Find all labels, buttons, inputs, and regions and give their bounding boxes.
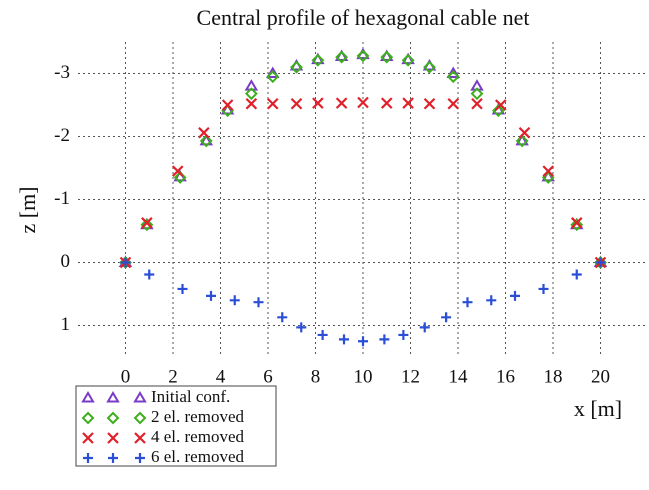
marker (140, 218, 154, 232)
y-tick-label: -2 (54, 125, 70, 146)
x-tick-label: 16 (496, 366, 515, 387)
marker (486, 295, 497, 306)
marker (419, 322, 430, 333)
marker (510, 290, 520, 301)
x-tick-label: 18 (544, 366, 563, 387)
marker (229, 295, 240, 306)
marker (471, 97, 483, 110)
y-tick-label: -1 (54, 188, 70, 209)
marker (177, 283, 188, 294)
x-tick-label: 10 (354, 366, 373, 387)
marker (446, 70, 460, 84)
marker (356, 49, 370, 63)
legend-label: Initial conf. (151, 387, 230, 406)
legend-marker (81, 391, 95, 403)
marker (515, 134, 529, 148)
legend-marker (82, 432, 94, 444)
marker (441, 312, 452, 323)
legend-label: 4 el. removed (151, 427, 244, 446)
x-tick-label: 20 (591, 366, 610, 387)
marker (398, 329, 409, 340)
marker (380, 97, 393, 109)
marker (206, 290, 216, 301)
x-tick-label: 0 (121, 366, 131, 387)
chart-title: Central profile of hexagonal cable net (197, 5, 530, 30)
legend-marker (133, 391, 147, 403)
marker (494, 99, 507, 111)
x-tick-label: 6 (263, 366, 273, 387)
marker (199, 134, 213, 148)
x-tick-label: 8 (311, 366, 321, 387)
marker (402, 97, 414, 109)
y-tick-label: 0 (61, 251, 71, 272)
marker (198, 126, 210, 139)
marker (518, 126, 531, 139)
marker (144, 269, 155, 280)
marker (401, 53, 415, 67)
marker (311, 53, 325, 67)
marker (173, 171, 187, 184)
marker (290, 60, 303, 74)
legend-marker (108, 453, 118, 463)
marker (277, 312, 288, 323)
marker (542, 165, 555, 177)
marker (245, 97, 258, 110)
marker (570, 218, 584, 232)
marker (423, 97, 436, 110)
marker (538, 283, 549, 294)
marker (379, 334, 390, 345)
marker (221, 99, 234, 111)
legend-marker (81, 411, 95, 425)
marker (317, 329, 328, 340)
marker (120, 257, 131, 268)
marker (335, 50, 349, 64)
legend-marker (134, 432, 146, 444)
marker (571, 269, 582, 280)
legend-marker (135, 453, 145, 463)
marker (570, 217, 583, 229)
marker (171, 165, 184, 177)
marker (595, 257, 606, 268)
marker (312, 97, 324, 109)
marker (380, 50, 394, 64)
legend-label: 6 el. removed (151, 447, 244, 466)
marker (141, 217, 153, 229)
marker (253, 297, 264, 308)
marker (290, 97, 303, 110)
marker (199, 133, 213, 146)
marker (296, 322, 307, 333)
marker (462, 297, 473, 308)
legend-marker (83, 453, 93, 463)
x-tick-label: 4 (216, 366, 226, 387)
marker (423, 60, 436, 74)
marker (335, 97, 348, 109)
marker (447, 97, 460, 110)
marker (266, 97, 279, 110)
legend-marker (133, 411, 147, 425)
x-axis-label: x [m] (574, 396, 622, 421)
marker (244, 87, 258, 101)
y-tick-label: 1 (61, 314, 71, 335)
x-tick-label: 14 (449, 366, 469, 387)
legend-marker (106, 411, 120, 425)
x-tick-label: 12 (401, 366, 420, 387)
marker (339, 334, 349, 345)
y-tick-label: -3 (54, 62, 70, 83)
legend-marker (107, 432, 119, 444)
marker (515, 133, 529, 146)
marker (358, 336, 368, 347)
legend-label: 2 el. removed (151, 407, 244, 426)
marker (491, 104, 505, 118)
y-axis-label: z [m] (15, 186, 40, 233)
marker (470, 87, 484, 101)
marker (357, 96, 369, 109)
x-tick-label: 2 (168, 366, 178, 387)
legend-marker (106, 391, 120, 403)
marker (266, 70, 280, 84)
